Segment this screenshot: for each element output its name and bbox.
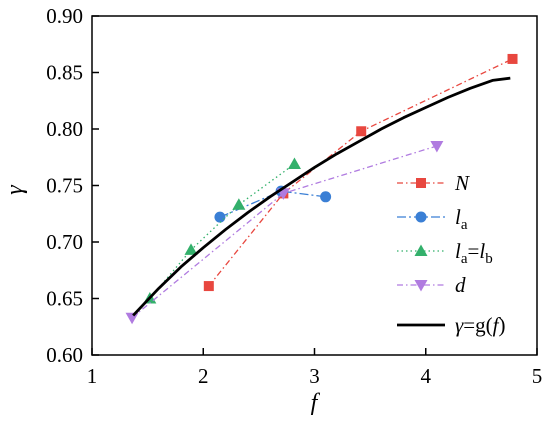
series-line	[208, 58, 513, 287]
triangle-down-marker	[125, 312, 139, 325]
series-4	[132, 76, 511, 317]
series-1	[214, 185, 332, 223]
x-tick-label: 2	[198, 364, 209, 388]
x-tick-label: 5	[532, 364, 543, 388]
legend-label-gamma-fit: γ=g(f)	[455, 313, 505, 337]
triangle-up-marker	[287, 157, 301, 170]
y-tick-label: 0.65	[46, 287, 83, 311]
y-tick-label: 0.90	[46, 4, 83, 28]
legend-label-n: N	[454, 171, 470, 195]
circle-marker	[214, 211, 226, 223]
series-3	[125, 140, 444, 325]
square-marker	[416, 178, 426, 188]
x-axis-title: f	[311, 390, 321, 416]
circle-marker	[320, 191, 332, 203]
fit-curve	[132, 76, 511, 317]
square-marker	[356, 126, 367, 137]
x-tick-label: 4	[421, 364, 432, 388]
x-tick-label: 1	[87, 364, 98, 388]
y-tick-label: 0.75	[46, 174, 83, 198]
y-tick-label: 0.70	[46, 230, 83, 254]
circle-marker	[415, 211, 427, 223]
series-layer	[125, 53, 518, 325]
y-tick-label: 0.80	[46, 117, 83, 141]
plot-frame	[91, 15, 538, 356]
triangle-down-marker	[430, 140, 444, 153]
square-marker	[507, 53, 518, 64]
series-line	[131, 145, 438, 319]
legend-label-la-eq-lb: la=lb	[455, 239, 493, 267]
triangle-down-marker	[414, 280, 428, 292]
triangle-up-marker	[184, 243, 198, 255]
legend-label-d: d	[455, 273, 466, 297]
y-axis-title: γ	[2, 185, 28, 195]
y-tick-label: 0.60	[46, 343, 83, 367]
y-tick-label: 0.85	[46, 61, 83, 85]
square-marker	[203, 281, 214, 292]
axis-ticks: 1 2 3 4 5 0.60 0.65 0.70 0.75 0.80 0.85 0.90	[46, 4, 542, 388]
series-line	[149, 163, 295, 299]
legend-lines	[397, 178, 445, 327]
legend: N la la=lb d γ=g(f)	[397, 171, 505, 337]
triangle-up-marker	[414, 244, 428, 256]
triangle-up-marker	[232, 198, 246, 210]
x-tick-label: 3	[309, 364, 320, 388]
legend-label-la: la	[455, 205, 468, 233]
